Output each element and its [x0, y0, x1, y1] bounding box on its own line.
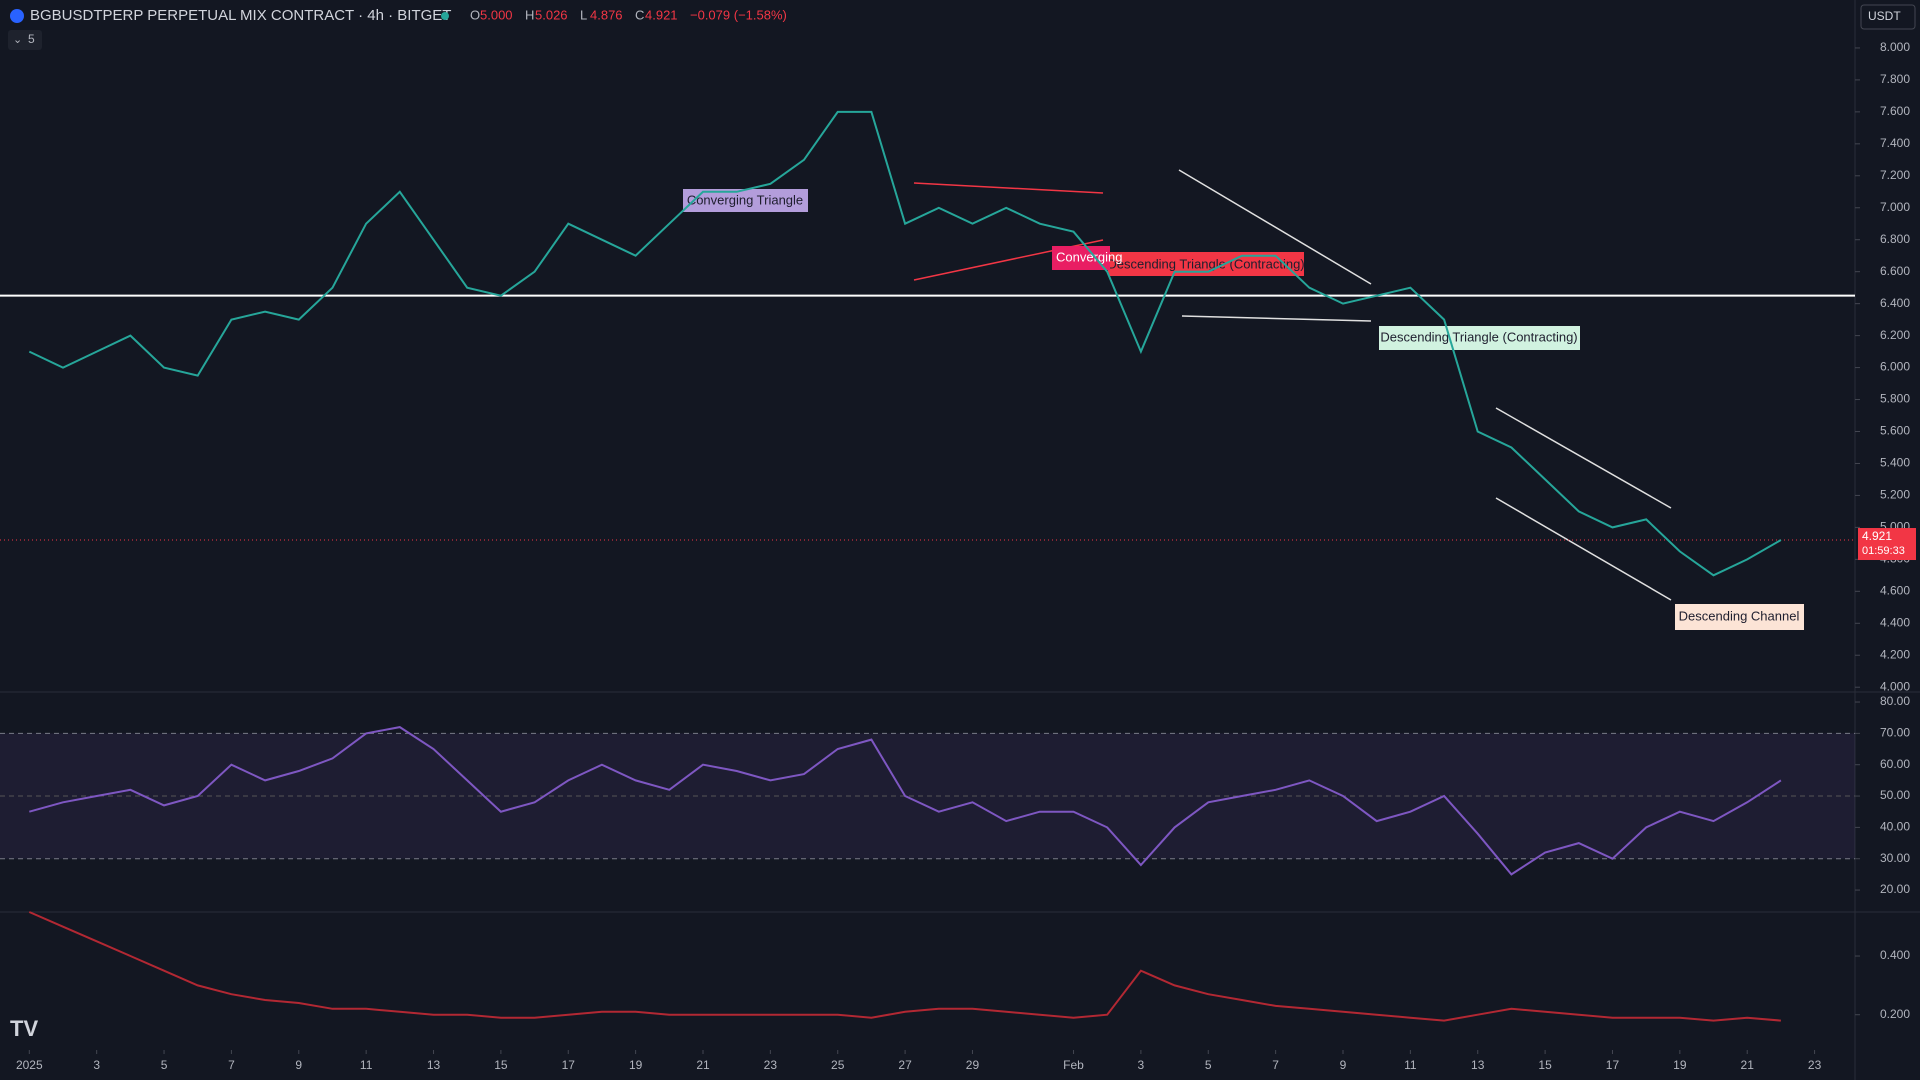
y-tick-label: 60.00 — [1880, 757, 1910, 771]
x-tick-label: 13 — [427, 1058, 441, 1072]
indicator-count: 5 — [28, 32, 35, 46]
y-tick-label: 6.400 — [1880, 296, 1910, 310]
trend-line — [1181, 315, 1372, 322]
x-tick-label: 21 — [1741, 1058, 1755, 1072]
y-tick-label: 8.000 — [1880, 40, 1910, 54]
x-tick-label: 11 — [1404, 1058, 1417, 1072]
pattern-box — [1052, 246, 1110, 270]
x-tick-label: 11 — [360, 1058, 373, 1072]
x-tick-label: 5 — [161, 1058, 168, 1072]
ohlc-key: H — [525, 7, 534, 22]
x-tick-label: 9 — [295, 1058, 302, 1072]
indicator-line — [28, 911, 1781, 1022]
x-tick-label: 13 — [1471, 1058, 1485, 1072]
x-tick-label: 17 — [1606, 1058, 1620, 1072]
y-tick-label: 7.800 — [1880, 72, 1910, 86]
header: BGBUSDTPERP PERPETUAL MIX CONTRACT · 4h … — [8, 4, 1916, 1041]
pattern-box — [1675, 604, 1804, 630]
symbol-title: BGBUSDTPERP PERPETUAL MIX CONTRACT · 4h … — [30, 7, 451, 24]
x-tick-label: 21 — [696, 1058, 710, 1072]
x-tick-label: 2025 — [16, 1058, 43, 1072]
x-tick-label: 17 — [562, 1058, 576, 1072]
trend-line — [1178, 169, 1372, 285]
y-tick-label: 5.600 — [1880, 424, 1910, 438]
price-tag — [1858, 528, 1916, 561]
pattern-label: Descending Triangle (Contracting) — [1107, 256, 1304, 271]
y-tick-label: 6.800 — [1880, 232, 1910, 246]
y-tick-label: 6.000 — [1880, 360, 1910, 374]
change: −0.079 (−1.58%) — [690, 7, 787, 22]
y-tick-label: 5.400 — [1880, 456, 1910, 470]
price-tag-price: 4.921 — [1862, 529, 1892, 543]
ohlc-value: 5.000 — [480, 7, 513, 22]
y-tick-label: 70.00 — [1880, 726, 1910, 740]
y-tick-label: 7.400 — [1880, 136, 1910, 150]
trend-line — [913, 182, 1104, 194]
pattern-label: Converging — [1056, 249, 1123, 264]
trend-line — [1495, 407, 1672, 509]
y-tick-label: 7.200 — [1880, 168, 1910, 182]
y-tick-label: 4.200 — [1880, 647, 1910, 661]
y-tick-label: 50.00 — [1880, 788, 1910, 802]
ohlc-key: O — [470, 7, 480, 22]
price-tag-countdown: 01:59:33 — [1862, 545, 1905, 557]
x-tick-label: 3 — [1138, 1058, 1145, 1072]
ohlc-value: 4.921 — [645, 7, 678, 22]
indicator-toggle[interactable] — [8, 30, 42, 50]
x-tick-label: 15 — [1538, 1058, 1552, 1072]
ohlc-value: 4.876 — [590, 7, 623, 22]
x-tick-label: 19 — [629, 1058, 643, 1072]
symbol-icon — [10, 9, 24, 23]
y-tick-label: 30.00 — [1880, 851, 1910, 865]
y-tick-label: 5.200 — [1880, 488, 1910, 502]
y-tick-label: 40.00 — [1880, 820, 1910, 834]
y-tick-label: 20.00 — [1880, 882, 1910, 896]
x-tick-label: 7 — [228, 1058, 235, 1072]
pattern-label: Converging Triangle — [687, 192, 803, 207]
logo: TV — [10, 1016, 38, 1041]
ohlc-key: L — [580, 7, 587, 22]
x-tick-label: 19 — [1673, 1058, 1687, 1072]
pattern-box — [1379, 326, 1580, 350]
ohlc: O 5.000 H 5.026 L 4.876 C 4.921 −0.079 (−1.58%) — [470, 7, 787, 22]
y-tick-label: 5.800 — [1880, 392, 1910, 406]
x-tick-label: 15 — [494, 1058, 508, 1072]
y-tick-label: 0.200 — [1880, 1007, 1910, 1021]
x-tick-label: 25 — [831, 1058, 845, 1072]
x-tick-label: 7 — [1272, 1058, 1279, 1072]
y-tick-label: 6.200 — [1880, 328, 1910, 342]
x-tick-label: 23 — [1808, 1058, 1822, 1072]
pattern-label: Descending Channel — [1679, 608, 1800, 623]
x-tick-label: 27 — [898, 1058, 912, 1072]
ohlc-key: C — [635, 7, 644, 22]
y-tick-label: 0.400 — [1880, 948, 1910, 962]
trend-line — [1495, 497, 1672, 601]
y-tick-label: 4.400 — [1880, 615, 1910, 629]
x-tick-label: 23 — [764, 1058, 778, 1072]
y-tick-label: 4.000 — [1880, 679, 1910, 693]
chevron: ⌄ — [13, 34, 22, 46]
status-dot — [441, 12, 449, 20]
y-tick-label: 7.600 — [1880, 104, 1910, 118]
x-tick-label: Feb — [1063, 1058, 1084, 1072]
pattern-box — [683, 189, 808, 212]
x-tick-label: 9 — [1340, 1058, 1347, 1072]
ohlc-value: 5.026 — [535, 7, 568, 22]
x-tick-label: 3 — [93, 1058, 100, 1072]
rsi-line — [29, 726, 1782, 876]
x-tick-label: 5 — [1205, 1058, 1212, 1072]
x-tick-label: 29 — [966, 1058, 980, 1072]
y-tick-label: 4.600 — [1880, 583, 1910, 597]
price-line — [28, 110, 1782, 577]
y-tick-label: 7.000 — [1880, 200, 1910, 214]
currency: USDT — [1868, 9, 1901, 23]
y-tick-label: 6.600 — [1880, 264, 1910, 278]
currency-button[interactable] — [1860, 4, 1916, 30]
y-tick-label: 80.00 — [1880, 694, 1910, 708]
pattern-label: Descending Triangle (Contracting) — [1380, 329, 1577, 344]
